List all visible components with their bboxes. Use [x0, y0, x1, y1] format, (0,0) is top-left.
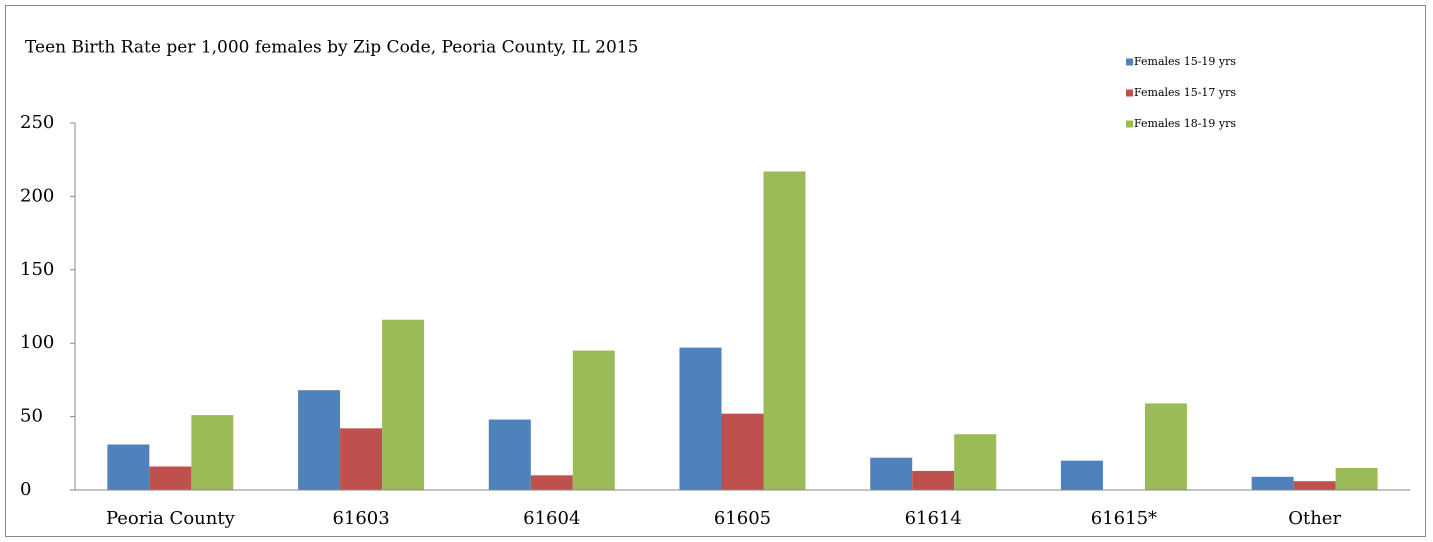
bar: [340, 428, 383, 490]
x-tick-label: Peoria County: [106, 508, 236, 529]
bar: [149, 466, 192, 490]
legend-label: Females 18-19 yrs: [1134, 117, 1236, 130]
bar: [488, 419, 531, 490]
y-tick-label: 200: [20, 185, 54, 206]
bar: [1144, 403, 1187, 490]
y-tick-label: 150: [20, 259, 54, 280]
bar: [954, 434, 997, 490]
legend-label: Females 15-17 yrs: [1134, 86, 1236, 99]
bar: [107, 444, 150, 490]
x-tick-label: 61614: [905, 508, 962, 529]
bar: [763, 171, 806, 490]
y-tick-label: 250: [20, 112, 54, 133]
legend-swatch: [1126, 120, 1133, 128]
x-tick-label: 61615*: [1091, 508, 1157, 529]
bar: [679, 347, 722, 490]
bar: [721, 413, 764, 490]
bar: [298, 390, 341, 490]
bar: [572, 350, 615, 490]
bar: [1293, 481, 1336, 490]
legend-swatch: [1126, 89, 1133, 97]
bar: [1335, 467, 1378, 490]
x-tick-label: 61604: [523, 508, 580, 529]
bar: [382, 319, 425, 490]
y-tick-label: 50: [20, 406, 43, 427]
bar: [1251, 476, 1294, 490]
bar: [912, 470, 955, 490]
y-tick-label: 100: [20, 332, 54, 353]
x-tick-label: Other: [1288, 508, 1341, 529]
bar: [1060, 460, 1103, 490]
y-tick-label: 0: [20, 479, 31, 500]
bar: [191, 415, 234, 490]
bar: [870, 457, 913, 490]
legend-label: Females 15-19 yrs: [1134, 55, 1236, 68]
chart-title: Teen Birth Rate per 1,000 females by Zip…: [25, 38, 638, 58]
x-tick-label: 61605: [714, 508, 771, 529]
legend-swatch: [1126, 58, 1133, 66]
bar: [530, 475, 573, 490]
x-tick-label: 61603: [332, 508, 389, 529]
